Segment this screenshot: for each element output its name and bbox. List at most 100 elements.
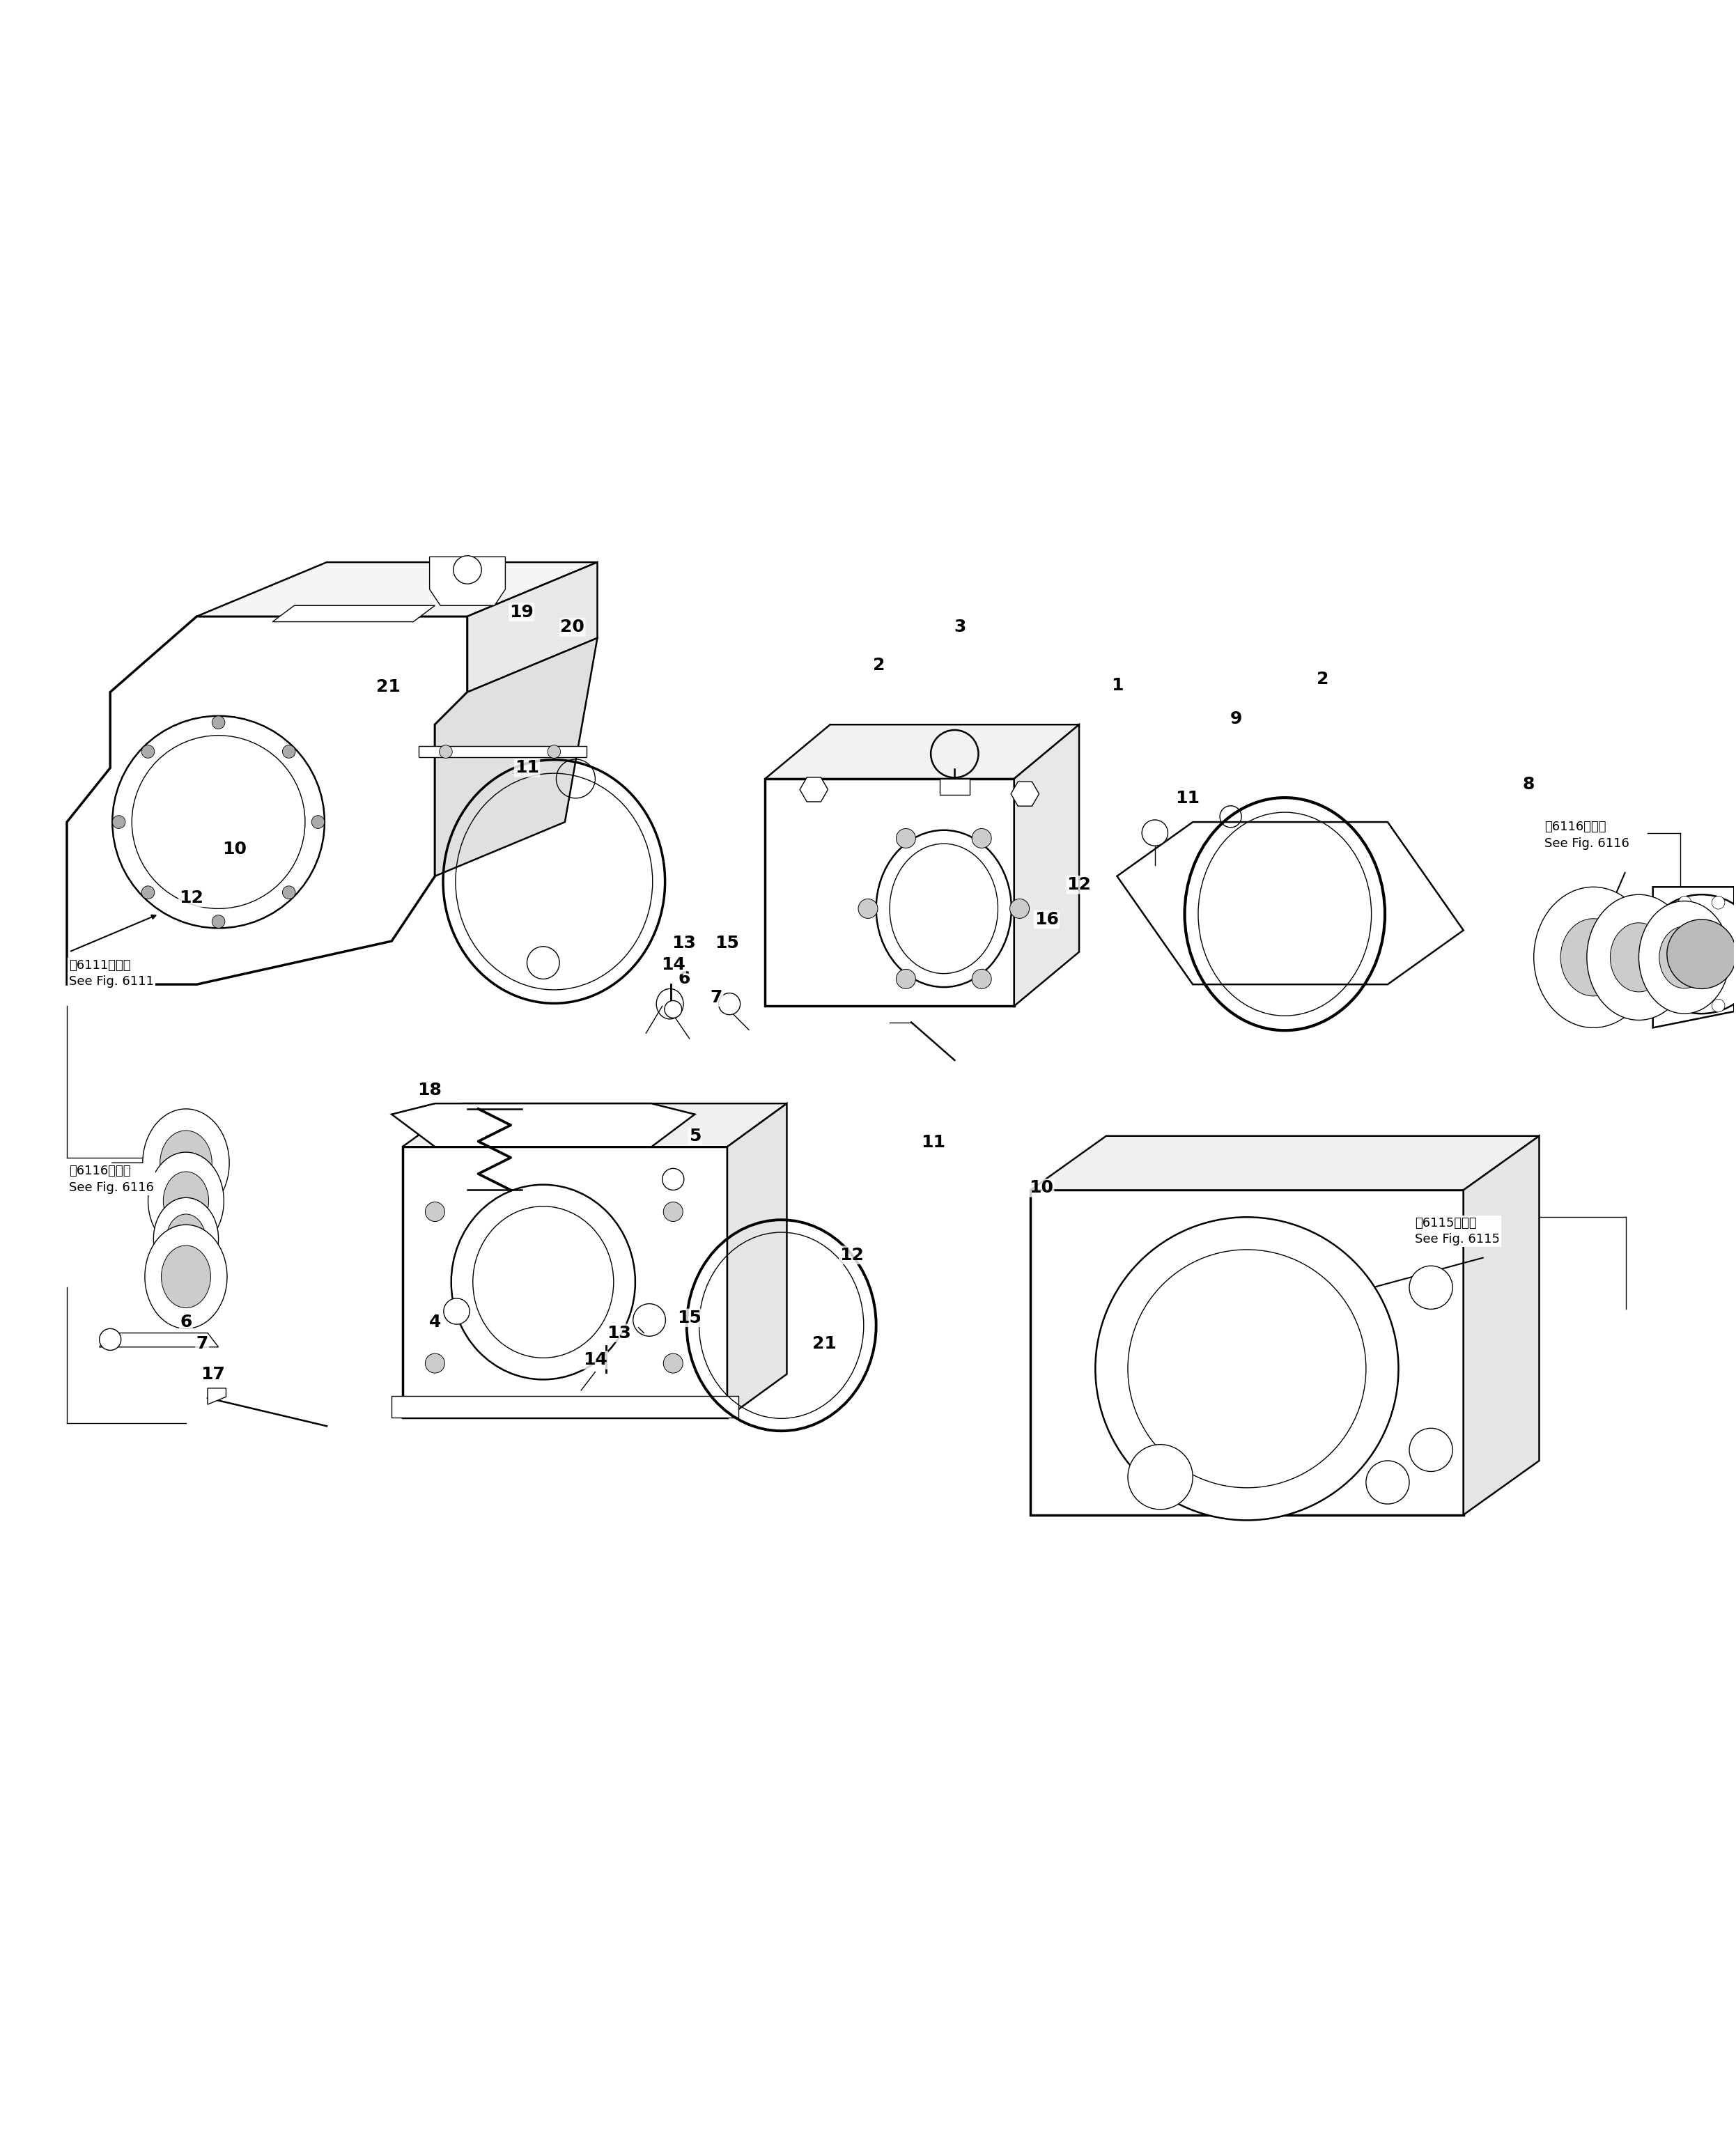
Text: 15: 15 [677, 1309, 701, 1326]
Polygon shape [727, 1103, 786, 1418]
Ellipse shape [160, 1131, 212, 1195]
Polygon shape [766, 724, 1080, 780]
Circle shape [212, 715, 226, 728]
Circle shape [1712, 895, 1726, 908]
Text: 10: 10 [222, 840, 247, 857]
Text: 7: 7 [710, 990, 722, 1007]
Text: 11: 11 [1175, 790, 1200, 808]
Circle shape [444, 1298, 470, 1324]
Ellipse shape [1611, 923, 1667, 992]
Text: 15: 15 [715, 934, 740, 951]
Circle shape [1010, 900, 1029, 919]
Text: 21: 21 [812, 1334, 837, 1352]
Circle shape [1651, 979, 1665, 992]
Text: 13: 13 [672, 934, 696, 951]
Circle shape [665, 1000, 682, 1017]
Polygon shape [436, 638, 597, 876]
Polygon shape [208, 1388, 226, 1405]
Text: 1: 1 [1111, 677, 1123, 694]
Text: 12: 12 [1068, 876, 1092, 893]
Polygon shape [800, 778, 828, 801]
Circle shape [547, 745, 561, 758]
Text: 12: 12 [179, 889, 203, 906]
Circle shape [113, 816, 125, 829]
Circle shape [453, 555, 481, 585]
Circle shape [663, 1354, 682, 1373]
Ellipse shape [1535, 887, 1653, 1028]
Circle shape [1642, 895, 1736, 1013]
Circle shape [142, 887, 155, 900]
Ellipse shape [144, 1225, 227, 1328]
Circle shape [1667, 919, 1736, 990]
Circle shape [1641, 947, 1654, 960]
Text: 19: 19 [509, 604, 533, 621]
Ellipse shape [1561, 919, 1627, 996]
Text: 12: 12 [840, 1247, 865, 1264]
Text: 4: 4 [429, 1313, 441, 1330]
Polygon shape [196, 561, 597, 617]
Polygon shape [1653, 887, 1734, 1028]
Circle shape [283, 745, 295, 758]
Circle shape [311, 816, 325, 829]
Circle shape [142, 745, 155, 758]
Polygon shape [429, 557, 505, 606]
Text: 第6111図参照
See Fig. 6111: 第6111図参照 See Fig. 6111 [69, 960, 155, 987]
Text: 14: 14 [661, 957, 686, 972]
Circle shape [1410, 1266, 1453, 1309]
Text: 17: 17 [201, 1367, 226, 1382]
Ellipse shape [167, 1215, 205, 1264]
Polygon shape [403, 1103, 786, 1146]
Text: 10: 10 [1029, 1180, 1054, 1195]
Text: 13: 13 [608, 1324, 632, 1341]
Polygon shape [1010, 782, 1040, 805]
Ellipse shape [142, 1110, 229, 1217]
Polygon shape [1031, 1135, 1540, 1191]
Ellipse shape [161, 1245, 210, 1309]
Circle shape [439, 745, 453, 758]
Text: 2: 2 [873, 658, 885, 673]
Ellipse shape [1660, 925, 1710, 987]
Text: 第6116図参照
See Fig. 6116: 第6116図参照 See Fig. 6116 [69, 1165, 155, 1193]
Circle shape [896, 968, 915, 990]
Circle shape [972, 829, 991, 848]
Text: 第6116図参照
See Fig. 6116: 第6116図参照 See Fig. 6116 [1545, 820, 1630, 850]
Polygon shape [273, 606, 436, 621]
Text: 6: 6 [679, 970, 689, 987]
Text: 16: 16 [1035, 910, 1059, 927]
Circle shape [1410, 1429, 1453, 1472]
Text: 第6115図参照
See Fig. 6115: 第6115図参照 See Fig. 6115 [1415, 1217, 1500, 1247]
Circle shape [1679, 895, 1691, 908]
Polygon shape [1116, 823, 1463, 985]
Circle shape [1142, 820, 1168, 846]
Circle shape [1679, 998, 1691, 1011]
Polygon shape [1014, 724, 1080, 1007]
Circle shape [719, 994, 740, 1015]
Polygon shape [1463, 1135, 1540, 1514]
Text: 14: 14 [583, 1352, 608, 1369]
Ellipse shape [163, 1172, 208, 1230]
Text: 6: 6 [181, 1313, 193, 1330]
Circle shape [425, 1202, 444, 1221]
Text: 3: 3 [955, 619, 965, 636]
Circle shape [972, 968, 991, 990]
Polygon shape [392, 1397, 738, 1418]
Circle shape [212, 915, 226, 927]
Polygon shape [467, 561, 597, 692]
Circle shape [663, 1167, 684, 1191]
Circle shape [1095, 1217, 1399, 1521]
Polygon shape [1031, 1191, 1463, 1514]
Circle shape [1651, 917, 1665, 930]
Ellipse shape [153, 1197, 219, 1281]
Polygon shape [68, 617, 467, 985]
Polygon shape [392, 1103, 694, 1146]
Text: 21: 21 [377, 679, 401, 694]
Ellipse shape [451, 1185, 635, 1379]
Text: 8: 8 [1522, 775, 1535, 793]
Circle shape [283, 887, 295, 900]
Text: 11: 11 [920, 1133, 944, 1150]
Circle shape [1712, 998, 1726, 1011]
Ellipse shape [1639, 902, 1729, 1013]
Polygon shape [766, 780, 1014, 1007]
Text: 9: 9 [1231, 711, 1243, 728]
Text: 11: 11 [516, 760, 540, 775]
